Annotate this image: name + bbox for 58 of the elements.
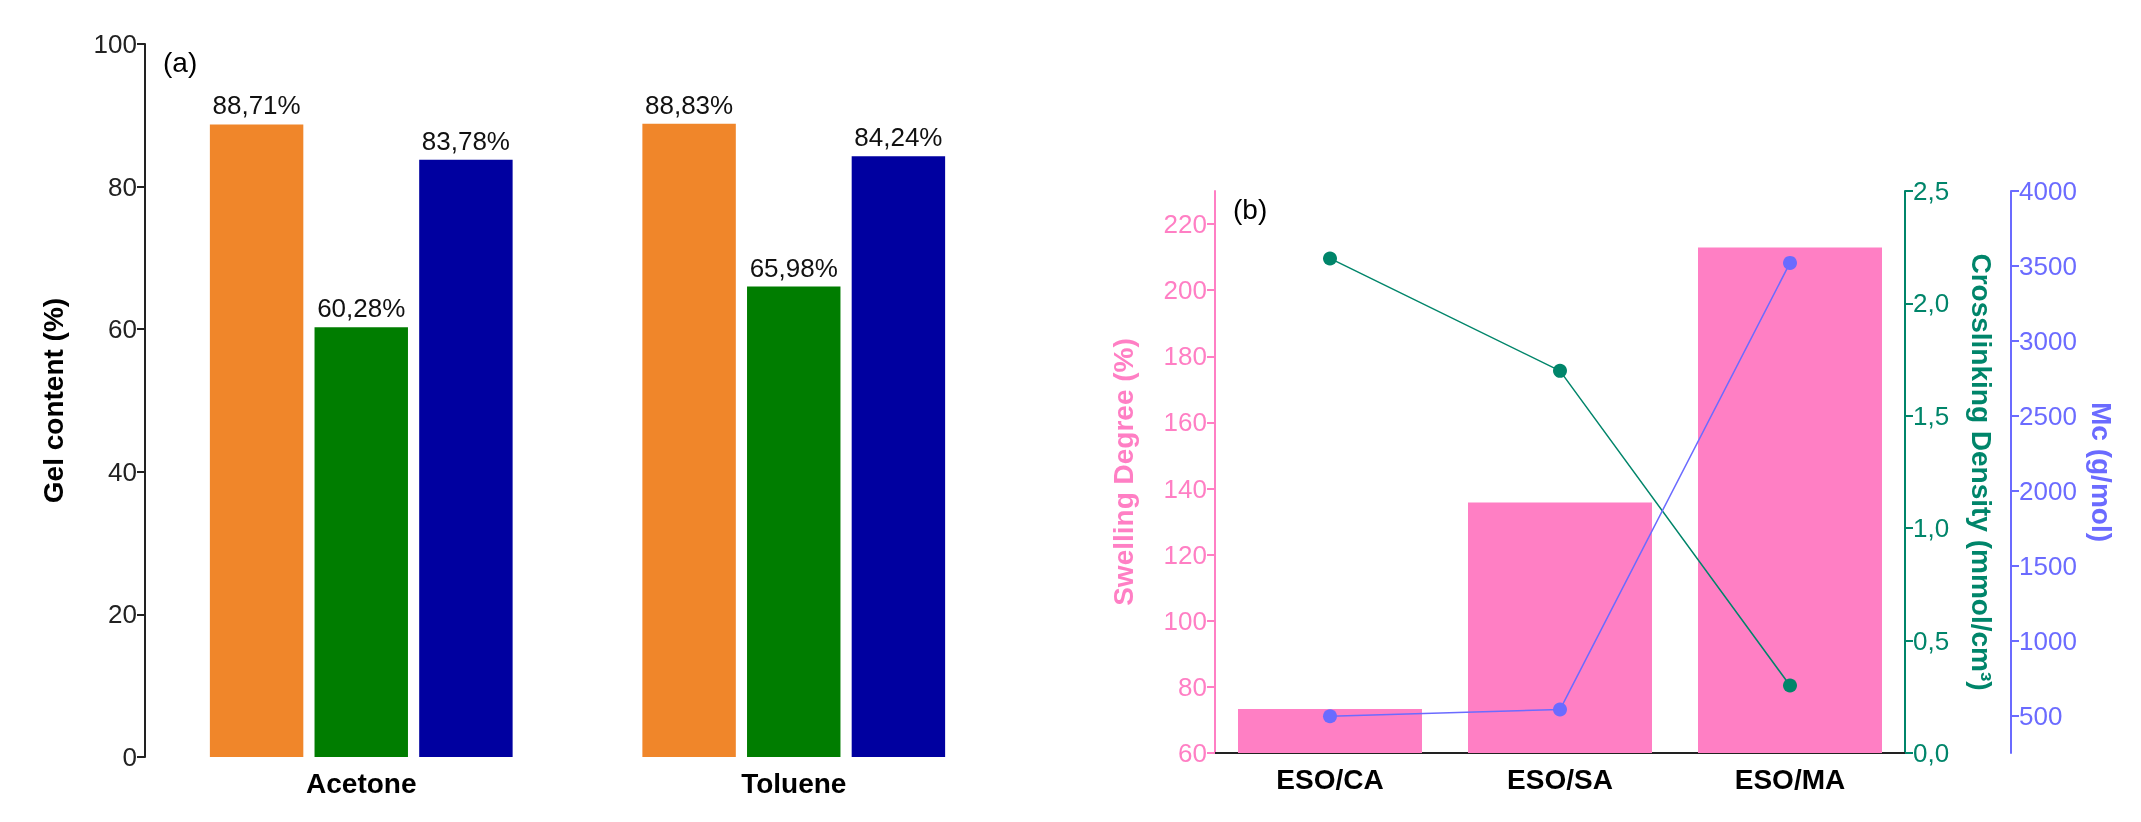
y2-tick-label: 0,0 [1913,738,1950,768]
bar [851,156,946,757]
bar [209,124,304,757]
y-tick-label: 100 [1163,605,1207,636]
point [1553,363,1567,378]
x-tick-label: ESO/MA [1734,763,1846,795]
y3-tick-label: 500 [2019,700,2063,731]
y-tick-label: 200 [1163,275,1207,306]
y-axis-title: Gel content (%) [37,297,69,504]
y-tick-label: 120 [1163,539,1207,570]
y3-axis-title: Mc (g/mol) [2086,402,2118,542]
x-tick-label: ESO/SA [1507,763,1613,795]
y2-tick-label: 2,0 [1913,288,1950,319]
point [1323,251,1337,266]
y-tick-label: 20 [108,599,137,630]
y2-tick-label: 0,5 [1913,625,1950,656]
y-tick-label: 60 [1178,738,1207,768]
point [1323,709,1337,724]
y-tick-label: 140 [1163,473,1207,504]
y-tick-label: 0 [122,742,137,772]
bar [419,159,513,757]
y-tick-label: 100 [93,29,137,59]
bar [747,286,841,757]
y-axis-title: Swelling Degree (%) [1107,338,1139,606]
y3-tick-label: 2500 [2019,400,2077,431]
point [1553,702,1567,717]
data-label: 65,98% [749,252,838,283]
data-label: 83,78% [421,125,510,156]
point [1783,678,1797,693]
y-tick-label: 80 [108,171,137,202]
y3-tick-label: 4000 [2019,176,2077,206]
x-tick-label: Toluene [741,767,847,799]
data-label: 84,24% [854,122,943,153]
y2-tick-label: 1,0 [1913,513,1950,544]
y2-tick-label: 2,5 [1913,176,1950,206]
y3-tick-label: 3500 [2019,250,2077,281]
y-tick-label: 220 [1163,209,1207,240]
y-tick-label: 60 [108,314,137,345]
annotation: (a) [163,46,198,78]
annotation: (b) [1233,193,1268,225]
y-tick-label: 180 [1163,341,1207,372]
y3-tick-label: 1000 [2019,625,2077,656]
y3-tick-label: 3000 [2019,325,2077,356]
bar [314,327,408,757]
y2-tick-label: 1,5 [1913,400,1950,431]
data-label: 88,83% [645,89,734,120]
y-tick-label: 80 [1178,671,1207,702]
y-tick-label: 40 [108,456,137,487]
point [1783,255,1797,270]
y-tick-label: 160 [1163,407,1207,438]
x-tick-label: Acetone [306,767,417,799]
data-label: 88,71% [212,90,301,121]
x-tick-label: ESO/CA [1276,763,1384,795]
y2-axis-title: Crosslinking Density (mmol/cm³) [1965,253,1997,691]
bar [642,123,736,757]
data-label: 60,28% [317,293,406,324]
y3-tick-label: 2000 [2019,475,2077,506]
y3-tick-label: 1500 [2019,550,2077,581]
